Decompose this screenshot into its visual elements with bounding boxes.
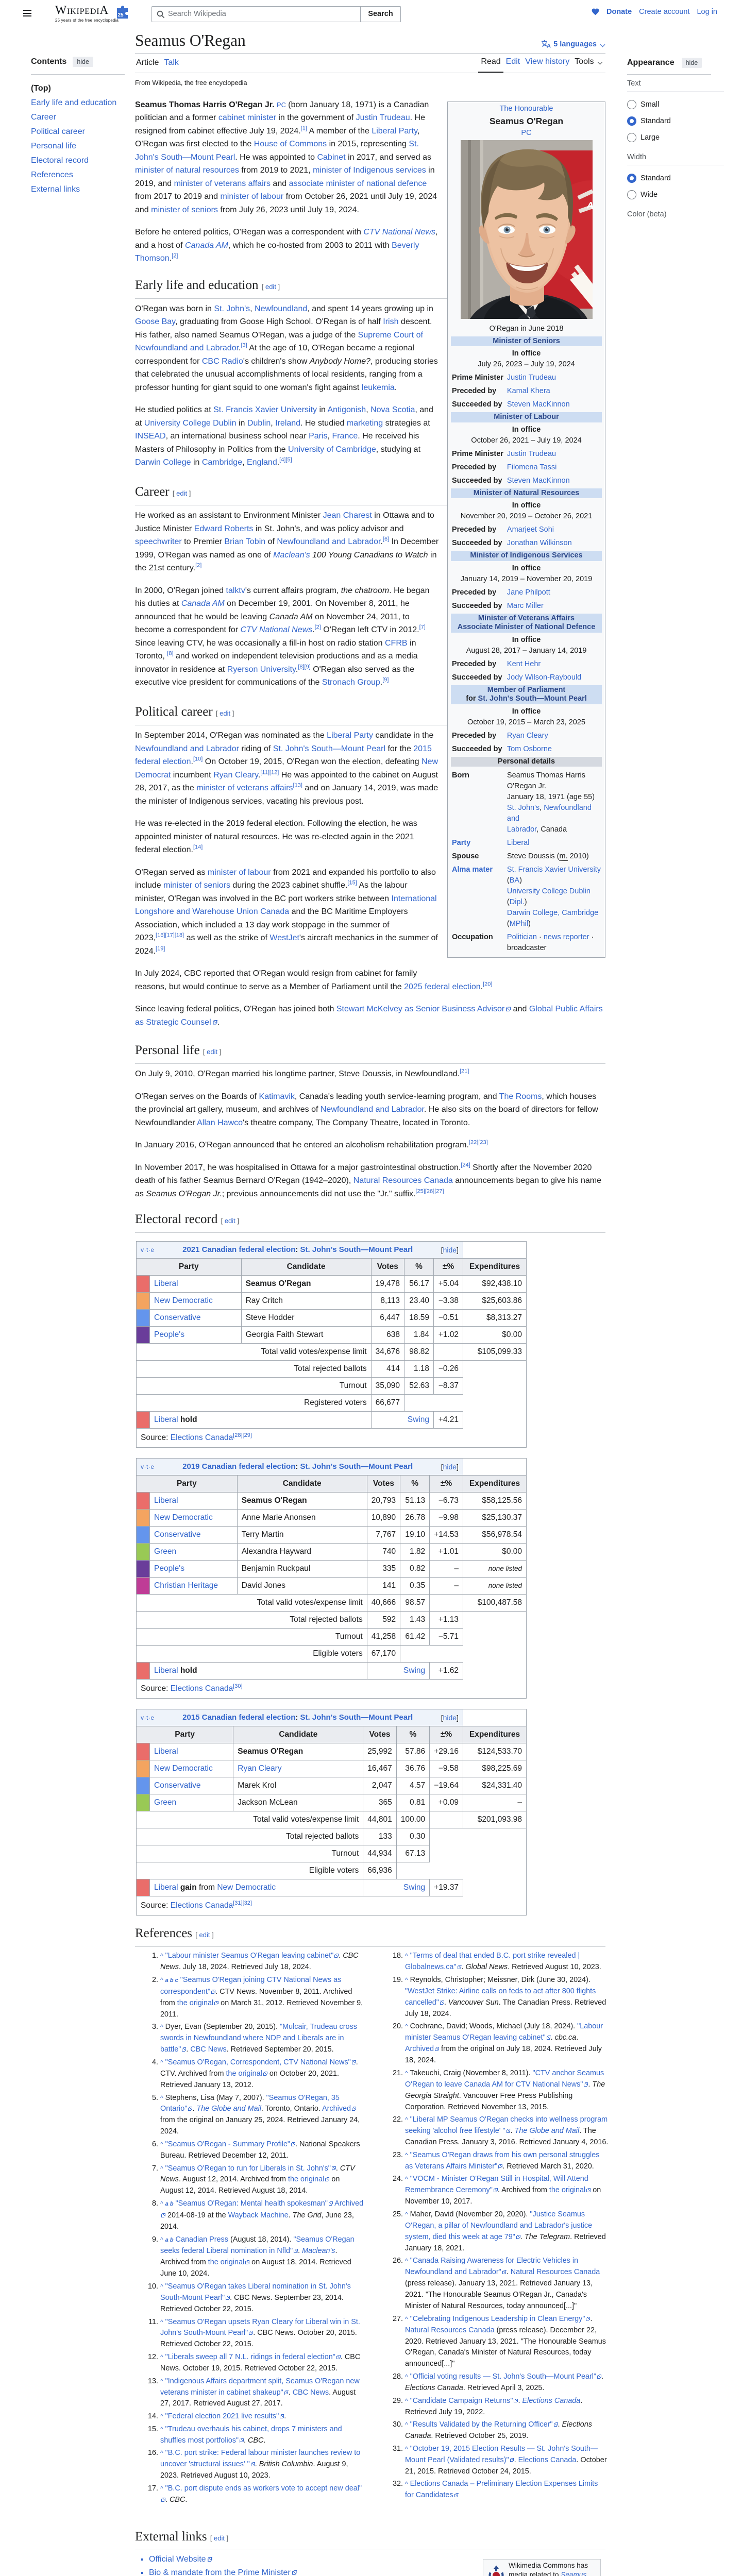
svg-text:25: 25 — [117, 12, 124, 18]
svg-text:A: A — [547, 43, 551, 48]
